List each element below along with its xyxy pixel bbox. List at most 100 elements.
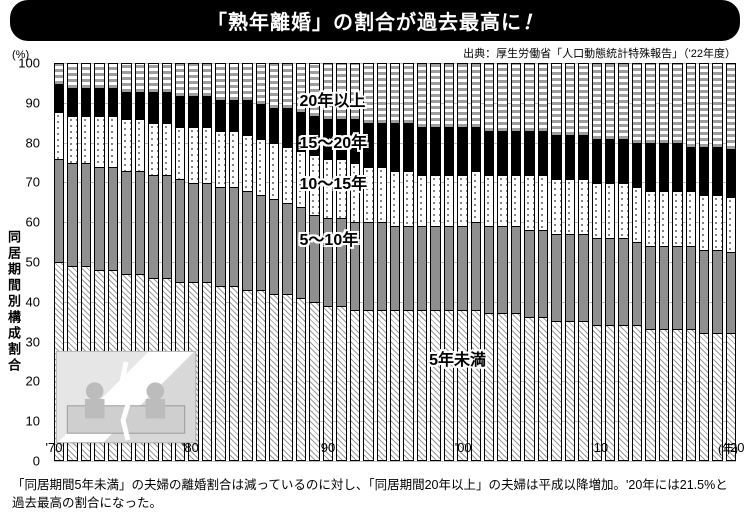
bar-segment-10to15 — [55, 112, 63, 160]
y-tick: 20 — [26, 374, 40, 389]
bar-segment-20plus — [606, 64, 614, 139]
y-tick: 50 — [26, 255, 40, 270]
bar-segment-10to15 — [485, 175, 493, 226]
bar-segment-10to15 — [566, 179, 574, 234]
stacked-bar — [618, 63, 628, 461]
series-label: 5年未満 — [429, 346, 486, 370]
bar-segment-20plus — [283, 64, 291, 108]
bar-segment-20plus — [512, 64, 520, 131]
stacked-bar — [377, 63, 387, 461]
inset-photo — [56, 351, 196, 443]
bar-segment-15to20 — [552, 135, 560, 179]
title-rest: の割合が過去最高に — [333, 12, 522, 34]
bar-segment-15to20 — [660, 143, 668, 191]
stacked-bar — [403, 63, 413, 461]
y-tick: 90 — [26, 95, 40, 110]
bar-segment-10to15 — [243, 135, 251, 190]
bar-segment-5to10 — [633, 242, 641, 325]
bar-segment-10to15 — [579, 179, 587, 234]
bar-segment-20plus — [700, 64, 708, 147]
bar-segment-15to20 — [176, 96, 184, 128]
chart-caption: 「同居期間5年未満」の夫婦の離婚割合は減っているのに対し、「同居期間20年以上」… — [12, 477, 738, 512]
bar-segment-10to15 — [216, 131, 224, 186]
bar-segment-15to20 — [498, 131, 506, 175]
bar-segment-5to10 — [431, 226, 439, 309]
stacked-bar — [296, 63, 306, 461]
stacked-bar — [323, 63, 333, 461]
bar-segment-under5 — [337, 306, 345, 460]
bar-segment-20plus — [391, 64, 399, 123]
bar-segment-20plus — [257, 64, 265, 104]
stacked-bar — [363, 63, 373, 461]
bar-segment-15to20 — [378, 123, 386, 167]
bar-segment-20plus — [498, 64, 506, 131]
bar-segment-10to15 — [619, 183, 627, 238]
bar-segment-under5 — [270, 294, 278, 460]
stacked-bar — [645, 63, 655, 461]
bar-segment-5to10 — [498, 226, 506, 313]
y-tick: 0 — [33, 454, 40, 469]
x-tick: '00 — [455, 440, 472, 455]
bar-segment-5to10 — [593, 238, 601, 325]
bar-segment-15to20 — [727, 149, 735, 197]
bar-segment-10to15 — [378, 167, 386, 222]
bar-segment-10to15 — [660, 191, 668, 246]
stacked-bar — [524, 63, 534, 461]
stacked-bar — [565, 63, 575, 461]
stacked-bar — [686, 63, 696, 461]
bar-segment-20plus — [431, 64, 439, 127]
bar-segment-5to10 — [673, 246, 681, 329]
bar-segment-5to10 — [660, 246, 668, 329]
stacked-bar — [538, 63, 548, 461]
bar-segment-5to10 — [606, 238, 614, 325]
bar-segment-15to20 — [243, 100, 251, 136]
bar-segment-20plus — [566, 64, 574, 135]
bar-segment-15to20 — [713, 147, 721, 195]
bar-segment-5to10 — [95, 167, 103, 270]
bar-segment-10to15 — [633, 187, 641, 242]
bar-segment-10to15 — [646, 191, 654, 246]
stacked-bar — [390, 63, 400, 461]
bar-segment-20plus — [418, 64, 426, 127]
bar-segment-10to15 — [498, 175, 506, 226]
bar-segment-10to15 — [713, 195, 721, 250]
stacked-bar — [282, 63, 292, 461]
bar-segment-10to15 — [404, 171, 412, 226]
y-tick: 40 — [26, 294, 40, 309]
bar-segment-15to20 — [68, 88, 76, 116]
bar-segment-10to15 — [230, 131, 238, 186]
bar-segment-15to20 — [189, 96, 197, 128]
bar-segment-5to10 — [445, 226, 453, 309]
bar-segment-10to15 — [418, 175, 426, 226]
y-axis-title: 同居期間別構成割合 — [4, 230, 23, 374]
bar-segment-5to10 — [136, 171, 144, 274]
bar-segment-20plus — [270, 64, 278, 108]
bar-segment-15to20 — [687, 147, 695, 191]
bar-segment-15to20 — [646, 143, 654, 191]
stacked-bar — [592, 63, 602, 461]
bar-segment-15to20 — [203, 96, 211, 128]
stacked-bar — [497, 63, 507, 461]
chart-title: 「熟年離婚」の割合が過去最高に！ — [10, 0, 740, 41]
bar-segment-15to20 — [257, 104, 265, 140]
stacked-bar — [215, 63, 225, 461]
bar-segment-5to10 — [472, 222, 480, 309]
stacked-bar — [202, 63, 212, 461]
bar-segment-20plus — [552, 64, 560, 135]
bar-segment-5to10 — [378, 222, 386, 309]
bar-segment-15to20 — [283, 108, 291, 148]
stacked-bar — [659, 63, 669, 461]
x-tick: '10 — [591, 440, 608, 455]
bar-segment-15to20 — [579, 135, 587, 179]
bar-segment-10to15 — [687, 191, 695, 246]
bar-segment-15to20 — [149, 92, 157, 124]
bar-segment-15to20 — [216, 100, 224, 132]
bar-segment-5to10 — [485, 226, 493, 313]
bar-segment-15to20 — [163, 92, 171, 124]
y-tick: 30 — [26, 334, 40, 349]
bar-segment-10to15 — [539, 175, 547, 230]
bar-segment-10to15 — [149, 123, 157, 174]
bar-segment-20plus — [68, 64, 76, 88]
bar-segment-5to10 — [458, 226, 466, 309]
bar-segment-5to10 — [646, 246, 654, 329]
